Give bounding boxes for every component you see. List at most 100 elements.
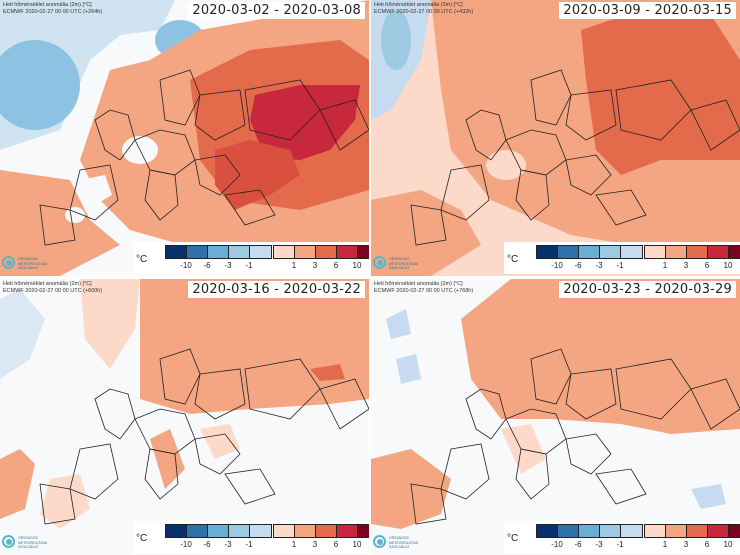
legend-tick: 3 [683,261,689,270]
legend-negative-swatches [165,524,272,538]
legend-positive-swatches [644,245,740,259]
legend-unit: °C [507,254,519,265]
legend-swatch [708,525,729,537]
legend-swatch [537,525,558,537]
legend-swatch [187,246,208,258]
map-panel-week1: Heti hőmérséklet anomália (2m) [°C] ECMW… [0,0,369,276]
logo-text: ORSZÁGOS METEOROLÓGIAI SZOLGÁLAT [389,536,419,549]
caption-run: ECMWF 2020-02-27 00 00 UTC (+264h) [3,9,103,15]
legend-tick: 1 [291,540,297,549]
map-panel-week2: Heti hőmérséklet anomália (2m) [°C] ECMW… [371,0,740,276]
country-borders [39,69,369,246]
legend-tick: -6 [574,261,582,270]
logo-text: ORSZÁGOS METEOROLÓGIAI SZOLGÁLAT [18,257,48,270]
legend-swatch [645,525,666,537]
color-legend: °C -10 -6 -3 -1 1 3 6 10 [504,521,740,553]
legend-negative-swatches [536,245,643,259]
legend-tick: -10 [551,261,563,270]
legend-swatch [558,525,579,537]
legend-swatch [600,525,621,537]
legend-swatch [208,246,229,258]
legend-swatch [579,525,600,537]
legend-tick: -10 [551,540,563,549]
legend-tick: 1 [662,261,668,270]
legend-tick: -10 [180,261,192,270]
legend-swatch [316,246,337,258]
omsz-logo: ORSZÁGOS METEOROLÓGIAI SZOLGÁLAT [2,253,48,273]
legend-swatch [687,246,708,258]
color-legend: °C -10 -6 -3 -1 1 3 6 10 [504,242,740,274]
map-caption: Heti hőmérséklet anomália (2m) [°C] ECMW… [3,281,102,295]
legend-swatch [358,246,369,258]
caption-title: Heti hőmérséklet anomália (2m) [°C] [374,2,463,8]
date-range: 2020-03-09 - 2020-03-15 [559,2,736,19]
legend-swatch [621,525,642,537]
color-legend: °C -10 -6 -3 -1 1 3 6 10 [133,242,369,274]
legend-tick: 10 [723,261,733,270]
caption-title: Heti hőmérséklet anomália (2m) [°C] [3,2,92,8]
legend-negative-swatches [165,245,272,259]
legend-tick: 6 [333,261,339,270]
legend-positive-swatches [273,245,369,259]
caption-run: ECMWF 2020-02-27 00 00 UTC (+600h) [3,288,103,294]
caption-title: Heti hőmérséklet anomália (2m) [°C] [374,281,463,287]
legend-tick: 1 [291,261,297,270]
legend-tick: -10 [180,540,192,549]
legend-swatch [666,525,687,537]
caption-title: Heti hőmérséklet anomália (2m) [°C] [3,281,92,287]
map-caption: Heti hőmérséklet anomália (2m) [°C] ECMW… [3,2,102,16]
legend-tick: 3 [312,261,318,270]
map-panel-week3: Heti hőmérséklet anomália (2m) [°C] ECMW… [0,279,369,555]
legend-swatch [600,246,621,258]
date-range: 2020-03-23 - 2020-03-29 [559,281,736,298]
legend-swatch [729,246,740,258]
legend-swatch [337,525,358,537]
legend-swatch [729,525,740,537]
legend-swatch [166,525,187,537]
country-borders [410,69,740,246]
legend-swatch [537,246,558,258]
date-range: 2020-03-16 - 2020-03-22 [188,281,365,298]
legend-swatch [621,246,642,258]
legend-swatch [229,246,250,258]
omsz-logo: ORSZÁGOS METEOROLÓGIAI SZOLGÁLAT [2,532,48,552]
legend-swatch [274,246,295,258]
legend-unit: °C [136,254,148,265]
anomaly-map [371,279,740,555]
legend-tick: -1 [616,540,624,549]
legend-tick: 3 [312,540,318,549]
anomaly-map [371,0,740,276]
legend-swatch [579,246,600,258]
legend-tick: 6 [704,261,710,270]
legend-swatch [316,525,337,537]
caption-run: ECMWF 2020-02-27 00 00 UTC (+432h) [374,9,474,15]
date-range: 2020-03-02 - 2020-03-08 [188,2,365,19]
legend-tick: 6 [704,540,710,549]
legend-tick: 6 [333,540,339,549]
legend-swatch [166,246,187,258]
country-borders [39,348,369,525]
legend-swatch [558,246,579,258]
legend-tick: -3 [595,540,603,549]
legend-swatch [295,246,316,258]
logo-text: ORSZÁGOS METEOROLÓGIAI SZOLGÁLAT [18,536,48,549]
logo-text: ORSZÁGOS METEOROLÓGIAI SZOLGÁLAT [389,257,419,270]
anomaly-map [0,279,369,555]
legend-swatch [274,525,295,537]
map-panel-week4: Heti hőmérséklet anomália (2m) [°C] ECMW… [371,279,740,555]
anomaly-map [0,0,369,276]
legend-negative-swatches [536,524,643,538]
legend-unit: °C [507,533,519,544]
legend-positive-swatches [644,524,740,538]
legend-tick: -1 [245,540,253,549]
legend-tick: 10 [352,540,362,549]
legend-swatch [358,525,369,537]
legend-tick: 3 [683,540,689,549]
legend-swatch [666,246,687,258]
legend-tick: -6 [574,540,582,549]
legend-swatch [295,525,316,537]
omsz-logo: ORSZÁGOS METEOROLÓGIAI SZOLGÁLAT [373,253,419,273]
caption-run: ECMWF 2020-02-27 00 00 UTC (+768h) [374,288,474,294]
legend-tick: -3 [595,261,603,270]
legend-swatch [337,246,358,258]
